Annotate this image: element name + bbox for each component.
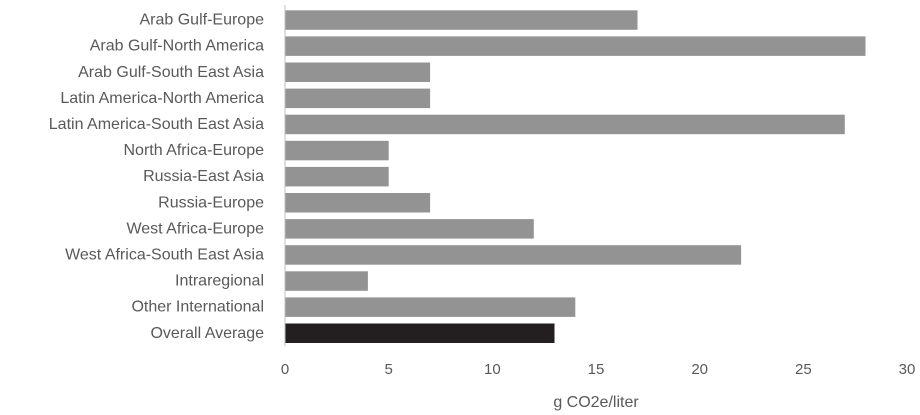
bar-other-international xyxy=(285,297,576,317)
category-label: Latin America-South East Asia xyxy=(49,116,264,133)
bar-russia-east-asia xyxy=(285,166,389,187)
category-label: West Africa-South East Asia xyxy=(65,246,264,263)
category-labels: Arab Gulf-Europe Arab Gulf-North America A… xyxy=(49,12,264,342)
category-label: Intraregional xyxy=(175,273,264,290)
category-label: Arab Gulf-South East Asia xyxy=(78,64,264,81)
x-tick-label: 0 xyxy=(281,361,289,378)
bar-west-africa-europe xyxy=(285,219,534,239)
category-label: Arab Gulf-Europe xyxy=(139,12,264,29)
bar-russia-europe xyxy=(285,193,431,213)
bar-overall-average xyxy=(285,323,555,343)
bar-latin-america-south-east-asia xyxy=(285,114,845,135)
category-label: Russia-East Asia xyxy=(143,168,264,185)
category-label: Arab Gulf-North America xyxy=(90,38,264,55)
bar-north-africa-europe xyxy=(285,140,389,161)
x-tick-labels: 0 5 10 15 20 25 30 xyxy=(281,361,916,378)
category-label: Latin America-North America xyxy=(60,90,264,107)
x-tick-label: 25 xyxy=(795,361,812,378)
category-label: North Africa-Europe xyxy=(123,142,264,159)
bars-group xyxy=(285,10,866,343)
x-tick-label: 5 xyxy=(384,361,392,378)
bar-arab-gulf-south-east-asia xyxy=(285,62,431,82)
category-label: Overall Average xyxy=(150,325,264,342)
x-tick-label: 15 xyxy=(588,361,605,378)
x-tick-label: 30 xyxy=(899,361,916,378)
bar-west-africa-south-east-asia xyxy=(285,245,742,265)
x-axis-title: g CO2e/liter xyxy=(553,394,639,411)
x-tick-label: 10 xyxy=(484,361,501,378)
bar-intraregional xyxy=(285,271,368,291)
x-tick-label: 20 xyxy=(691,361,708,378)
bar-arab-gulf-north-america xyxy=(285,36,866,56)
category-label: Russia-Europe xyxy=(158,194,264,211)
bar-arab-gulf-europe xyxy=(285,10,638,30)
bar-latin-america-north-america xyxy=(285,88,431,109)
category-label: West Africa-Europe xyxy=(126,220,264,237)
category-label: Other International xyxy=(131,299,264,316)
